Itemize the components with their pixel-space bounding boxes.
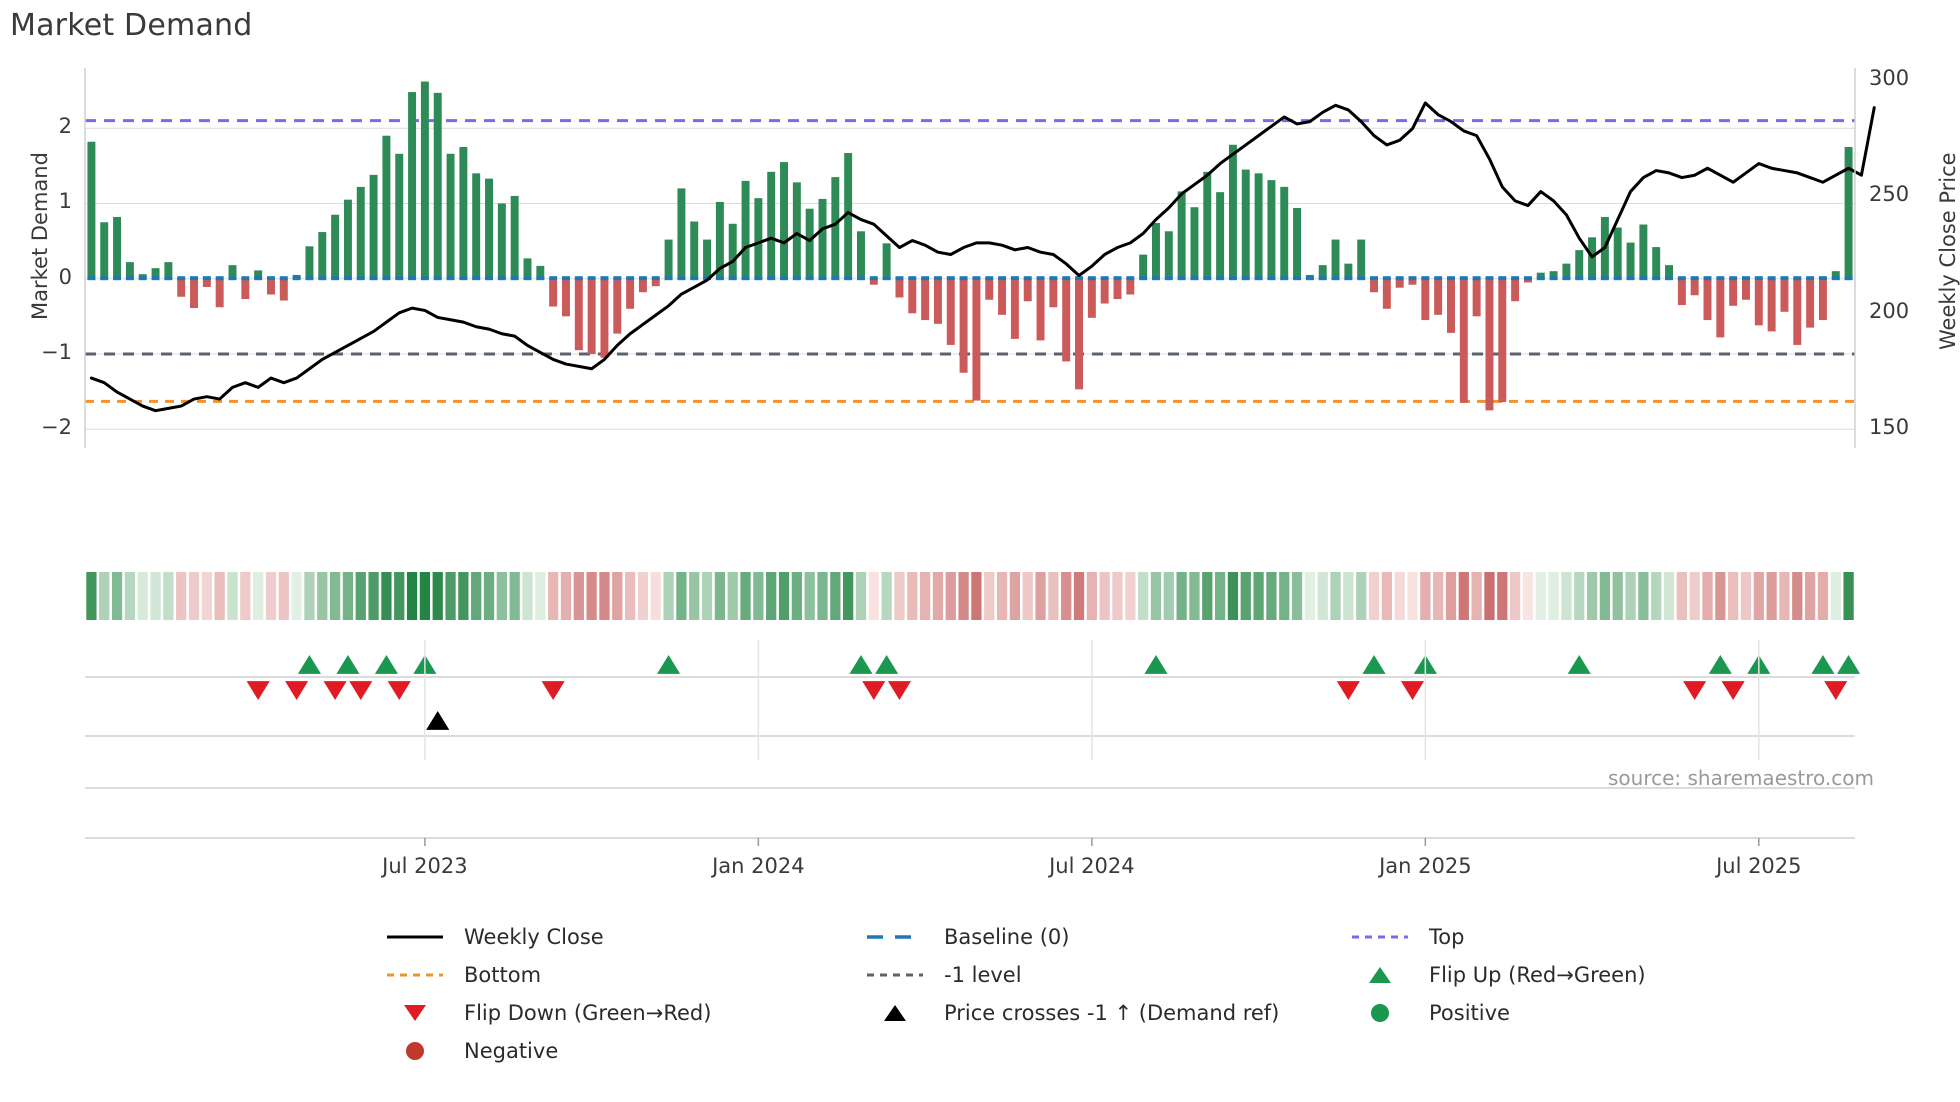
legend-label: Baseline (0) <box>944 925 1070 949</box>
flip-down-marker <box>387 681 411 700</box>
flip-up-marker <box>1144 655 1168 674</box>
legend-dotted-line-icon <box>380 964 450 986</box>
flip-down-marker <box>1400 681 1425 700</box>
flip-up-marker <box>297 655 322 674</box>
baseline-segments <box>87 276 1853 281</box>
legend-label: Negative <box>464 1039 559 1063</box>
flip-up-marker <box>849 655 873 674</box>
legend-circle-icon <box>1345 1002 1415 1024</box>
legend-solid-line-icon <box>380 926 450 948</box>
flip-down-marker <box>541 681 565 700</box>
demand-bars <box>87 81 1853 411</box>
x-tick: Jul 2025 <box>1716 854 1802 878</box>
legend-item[interactable]: -1 level <box>860 963 1022 987</box>
legend-circle-icon <box>380 1040 450 1062</box>
flip-up-marker <box>374 655 398 674</box>
legend-item[interactable]: Negative <box>380 1039 558 1063</box>
flip-up-marker <box>1362 655 1386 674</box>
y-tick-right: 300 <box>1869 65 1910 90</box>
y-tick-left: −2 <box>41 415 72 440</box>
legend-triangle-down-icon <box>380 1002 450 1024</box>
page-title: Market Demand <box>10 8 253 43</box>
legend-label: Flip Up (Red→Green) <box>1429 963 1646 987</box>
legend-label: Price crosses -1 ↑ (Demand ref) <box>944 1001 1280 1025</box>
y-tick-left: −1 <box>41 339 72 364</box>
legend-dotted-line-icon <box>860 964 930 986</box>
legend-item[interactable]: Bottom <box>380 963 541 987</box>
flip-up-marker <box>1708 655 1732 674</box>
legend-label: Flip Down (Green→Red) <box>464 1001 712 1025</box>
flip-up-marker <box>1811 655 1835 674</box>
legend-item[interactable]: Positive <box>1345 1001 1510 1025</box>
legend-item[interactable]: Flip Down (Green→Red) <box>380 1001 711 1025</box>
x-tick: Jul 2023 <box>382 854 468 878</box>
y-tick-right: 200 <box>1869 298 1910 323</box>
legend-item[interactable]: Weekly Close <box>380 925 604 949</box>
x-tick: Jan 2025 <box>1379 854 1472 878</box>
flip-down-marker <box>1336 681 1360 700</box>
axis-spines <box>84 68 1856 448</box>
y-tick-left: 2 <box>58 114 72 139</box>
legend-item[interactable]: Flip Up (Red→Green) <box>1345 963 1646 987</box>
flip-down-marker <box>323 681 347 700</box>
demand-intensity-strip <box>86 572 1854 620</box>
legend-triangle-up-icon <box>1345 964 1415 986</box>
y-tick-left: 0 <box>58 264 72 289</box>
flip-down-marker <box>1824 681 1848 700</box>
x-tick: Jul 2024 <box>1049 854 1135 878</box>
price-cross-marker <box>426 711 450 730</box>
legend-label: Top <box>1429 925 1465 949</box>
legend-item[interactable]: Price crosses -1 ↑ (Demand ref) <box>860 1001 1279 1025</box>
y-tick-left: 1 <box>58 189 72 214</box>
legend-dotted-line-icon <box>1345 926 1415 948</box>
flip-up-marker <box>875 655 899 674</box>
legend-label: Positive <box>1429 1001 1510 1025</box>
flip-down-marker <box>285 681 309 700</box>
legend-label: Bottom <box>464 963 542 987</box>
flip-down-marker <box>1683 681 1707 700</box>
source-attribution: source: sharemaestro.com <box>1608 766 1874 790</box>
flip-down-marker <box>246 681 270 700</box>
flip-down-marker <box>1721 681 1745 700</box>
legend-label: Weekly Close <box>464 925 604 949</box>
flip-up-marker <box>1567 655 1591 674</box>
flip-down-marker <box>862 681 886 700</box>
flip-up-marker <box>657 655 681 674</box>
legend-dashed-line-icon <box>860 926 930 948</box>
flip-down-marker <box>349 681 373 700</box>
flip-markers <box>246 655 1861 730</box>
flip-up-marker <box>336 655 360 674</box>
legend-label: -1 level <box>944 963 1022 987</box>
legend-triangle-up-icon <box>860 1002 930 1024</box>
flip-up-marker <box>1837 655 1861 674</box>
y-tick-right: 250 <box>1869 182 1910 207</box>
reference-lines <box>85 119 1855 403</box>
legend-item[interactable]: Baseline (0) <box>860 925 1069 949</box>
legend-item[interactable]: Top <box>1345 925 1464 949</box>
lower-gridlines <box>85 640 1855 846</box>
y-tick-right: 150 <box>1869 415 1910 440</box>
x-tick: Jan 2024 <box>712 854 805 878</box>
flip-down-marker <box>887 681 912 700</box>
weekly-close-line <box>89 101 1876 413</box>
